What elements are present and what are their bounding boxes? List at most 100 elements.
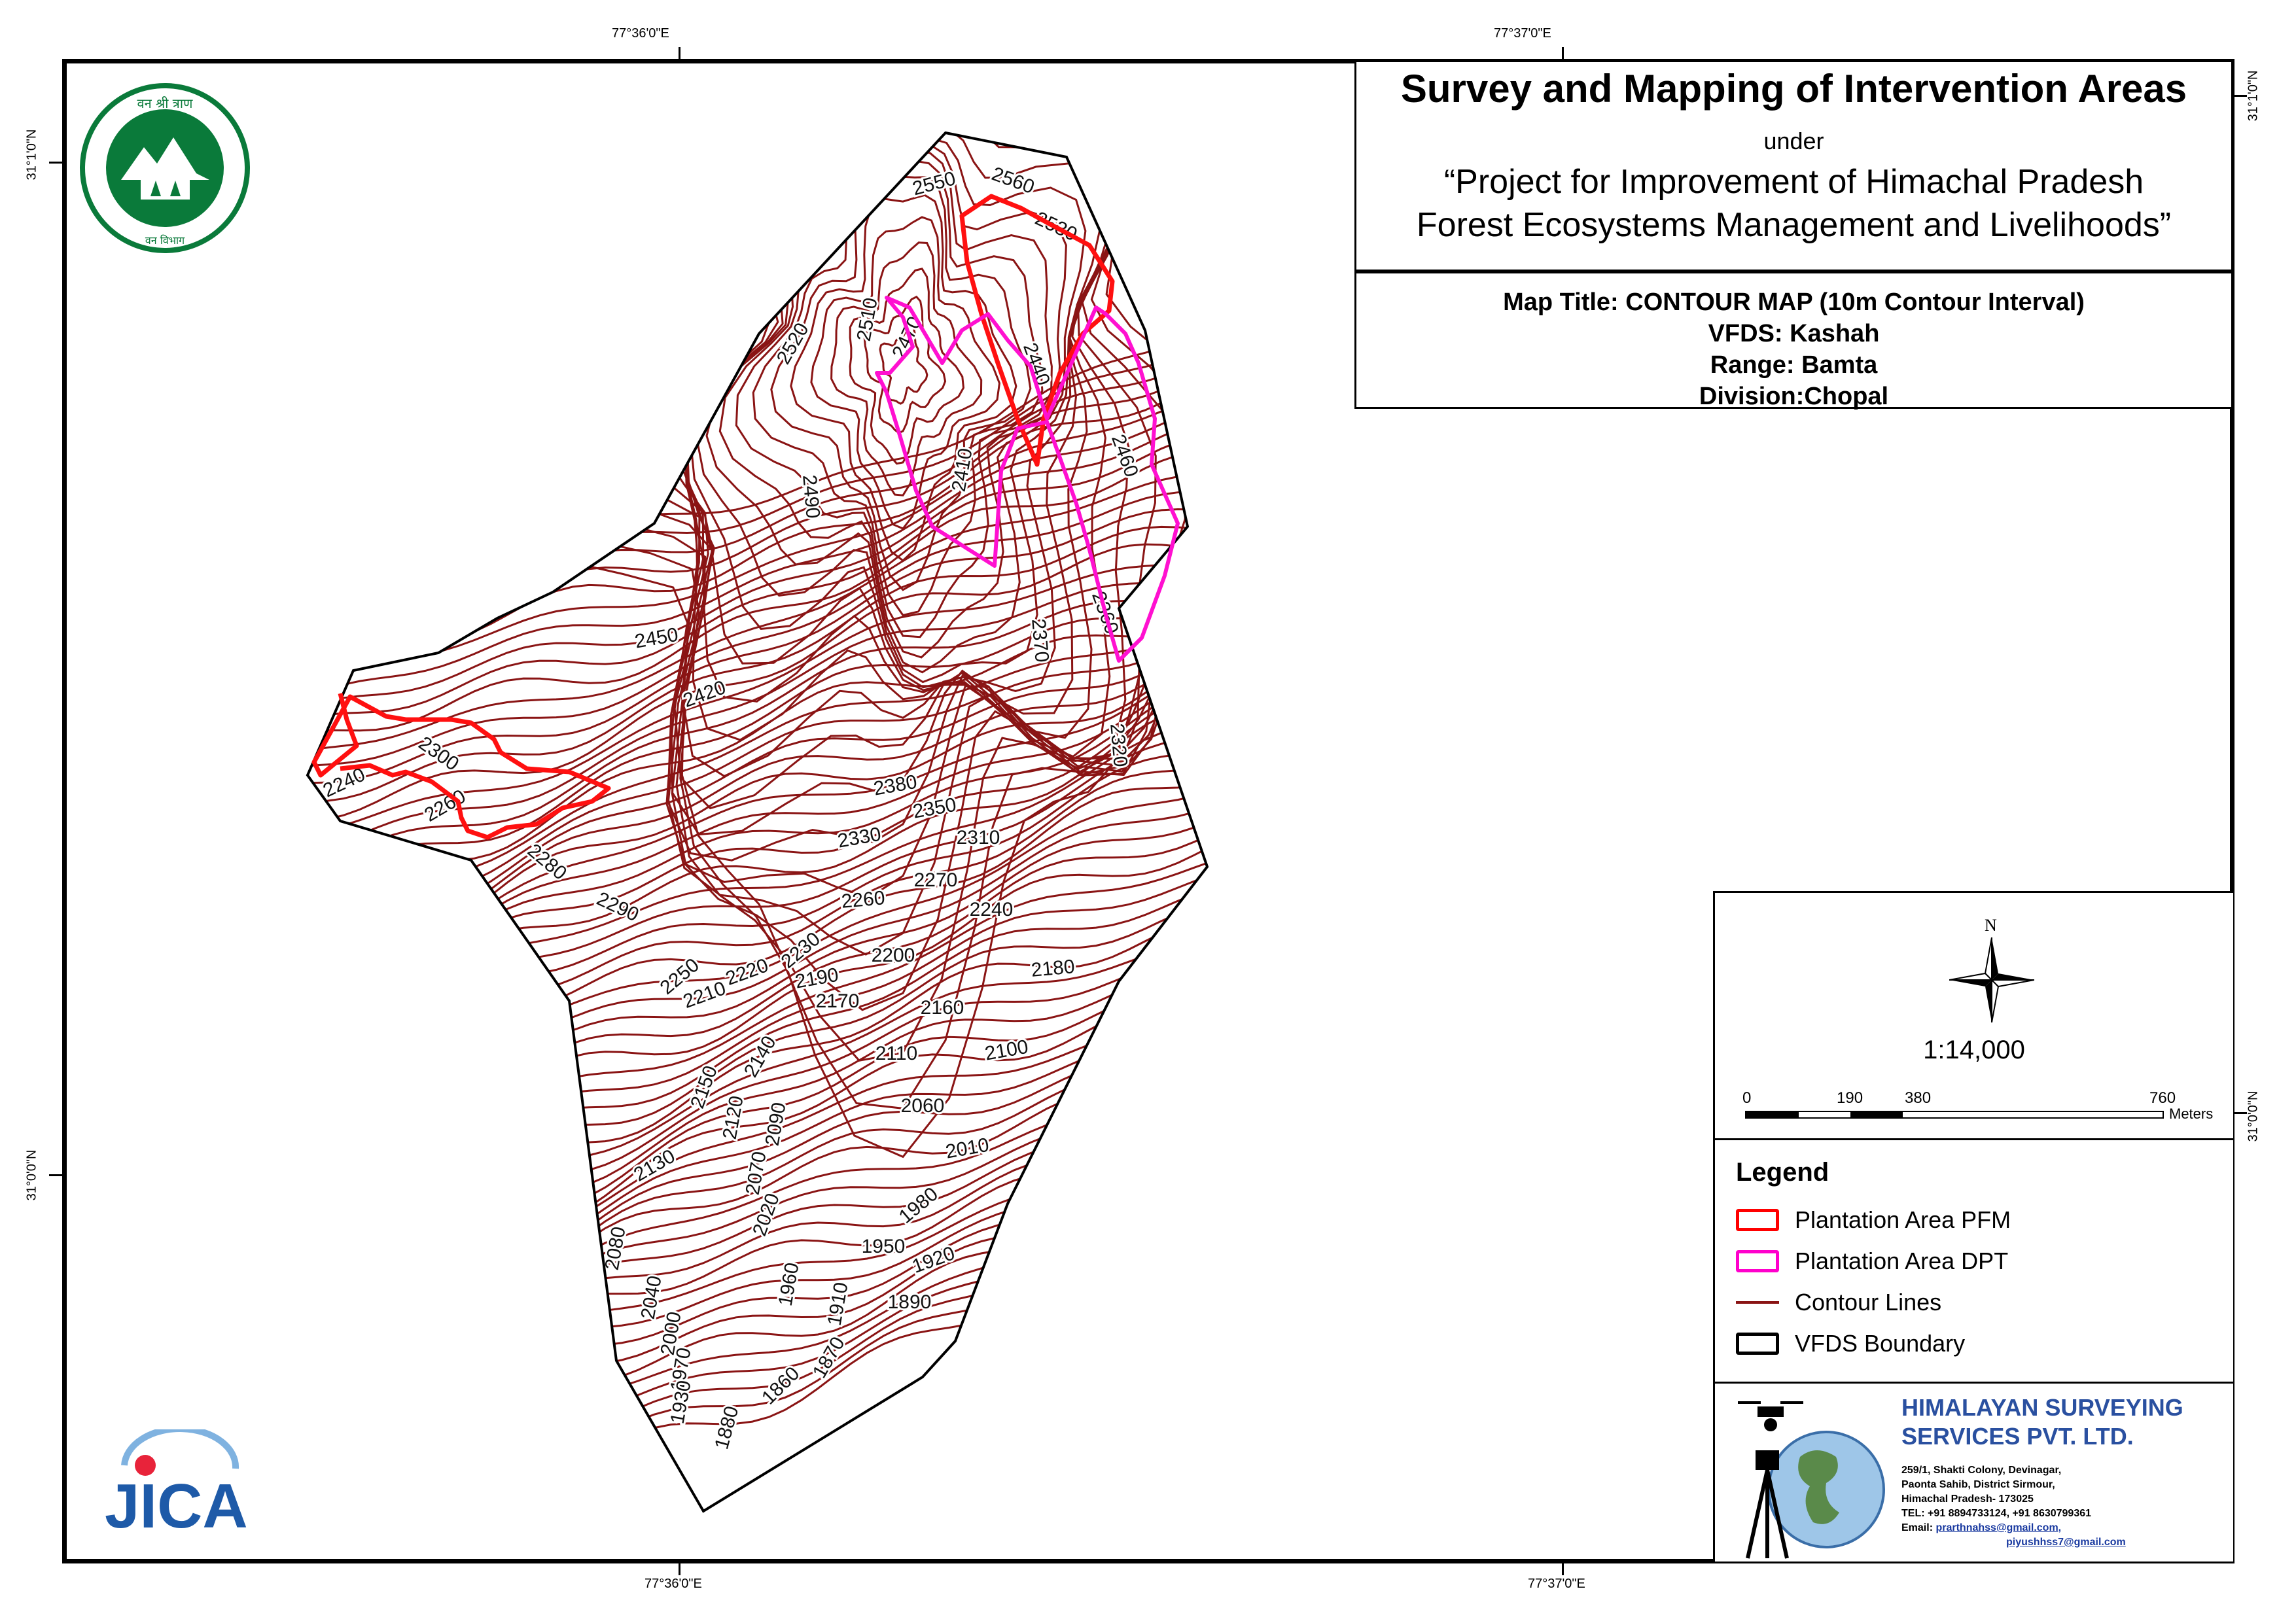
contour-line [308, 490, 1207, 775]
scale-unit: Meters [2169, 1106, 2214, 1122]
grid-tick [1562, 1561, 1564, 1575]
jica-logo-text: JICA [105, 1471, 248, 1541]
contour-line [830, 241, 983, 497]
legend-swatch-boundary [1736, 1333, 1779, 1355]
vfds-name: VFDS: Kashah [1708, 320, 1880, 347]
contour-label: 2060 [901, 1095, 945, 1117]
contour-label: 1890 [888, 1291, 932, 1313]
lon-label-top-right: 77°37'0"E [1494, 26, 1551, 41]
contour-line [308, 415, 1207, 735]
division-name: Division:Chopal [1699, 383, 1889, 410]
grid-tick [1562, 47, 1564, 61]
company-email-row: Email: prarthnahss@gmail.com, [1901, 1521, 2126, 1535]
contour-label: 1880 [711, 1404, 743, 1452]
contour-label: 2310 [957, 827, 1000, 848]
legend-label: Plantation Area PFM [1795, 1206, 2011, 1233]
legend-title: Legend [1736, 1158, 1829, 1187]
contour-label: 2110 [875, 1043, 918, 1064]
scale-tick-760: 760 [2149, 1089, 2176, 1107]
contour-line [810, 216, 1001, 530]
contour-line [308, 701, 1207, 1039]
contour-label: 2510 [853, 296, 882, 343]
map-info-block: Map Title: CONTOUR MAP (10m Contour Inte… [1354, 271, 2231, 410]
address-line: Himachal Pradesh- 173025 [1901, 1493, 2034, 1505]
contour-label: 2170 [816, 990, 860, 1012]
company-tel: TEL: +91 8894733124, +91 8630799361 [1901, 1508, 2092, 1519]
contour-line [770, 164, 1032, 591]
email-link-1[interactable]: prarthnahss@gmail.com, [1935, 1522, 2062, 1533]
north-label: N [1985, 916, 1997, 935]
contour-line [308, 619, 1207, 970]
map-title: Map Title: CONTOUR MAP (10m Contour Inte… [1503, 288, 2085, 316]
contour-label: 1910 [824, 1281, 853, 1327]
email-label: Email: [1901, 1522, 1934, 1533]
contour-label: 2350 [911, 794, 958, 823]
legend: Legend Plantation Area PFM Plantation Ar… [1715, 1138, 2233, 1384]
contour-label: 2490 [798, 474, 824, 519]
company-block: HIMALAYAN SURVEYING SERVICES PVT. LTD. 2… [1715, 1382, 2233, 1563]
grid-tick [49, 162, 63, 164]
legend-swatch-pfm [1736, 1209, 1779, 1231]
legend-label: VFDS Boundary [1795, 1330, 1966, 1357]
scale-tick-0: 0 [1742, 1089, 1752, 1107]
map-frame [62, 59, 2234, 1563]
contour-label: 2080 [601, 1225, 630, 1272]
plantation-dpt-polygon [875, 296, 1180, 663]
legend-item-boundary: VFDS Boundary [1736, 1327, 1965, 1360]
svg-text:वन श्री त्राण: वन श्री त्राण [137, 96, 193, 111]
contour-line [790, 194, 1017, 562]
contour-label: 2450 [633, 624, 680, 653]
contour-label: 2010 [944, 1134, 991, 1163]
address-line: 259/1, Shakti Colony, Devinagar, [1901, 1465, 2062, 1476]
contour-line [308, 1036, 1207, 1381]
legend-swatch-dpt [1736, 1250, 1779, 1272]
scale-tick-380: 380 [1905, 1089, 1932, 1107]
project-title: “Project for Improvement of Himachal Pra… [1356, 160, 2231, 247]
email-link-2[interactable]: piyushhss7@gmail.com [2006, 1537, 2126, 1548]
lon-label-bottom-right: 77°37'0"E [1528, 1577, 1585, 1591]
legend-swatch-contour [1736, 1301, 1779, 1304]
contour-line [308, 996, 1207, 1289]
scale-tick-190: 190 [1837, 1089, 1863, 1107]
contour-line [308, 1189, 1207, 1511]
contour-line [308, 585, 1207, 913]
address-line: Paonta Sahib, District Sirmour, [1901, 1479, 2055, 1490]
project-title-line2: Forest Ecosystems Management and Livelih… [1416, 206, 2172, 244]
contour-label: 2330 [836, 824, 883, 852]
contour-label: 2160 [921, 997, 964, 1019]
lon-label-top-left: 77°36'0"E [612, 26, 669, 41]
legend-label: Contour Lines [1795, 1289, 1942, 1316]
contour-line [308, 1058, 1207, 1424]
contour-line [879, 324, 928, 405]
drone-icon [1738, 1401, 1803, 1431]
contour-line [489, 133, 1207, 1109]
scale-ratio: 1:14,000 [1923, 1036, 2025, 1064]
contour-label: 2220 [723, 954, 771, 990]
contour-line [308, 1223, 1207, 1511]
contour-label: 2410 [948, 447, 977, 493]
grid-tick [2233, 1112, 2247, 1114]
contour-line [308, 1076, 1207, 1448]
contour-line [718, 133, 1067, 659]
legend-item-pfm: Plantation Area PFM [1736, 1204, 2011, 1236]
contour-line [308, 432, 1207, 742]
forest-department-logo: वन श्री त्राण वन विभाग [79, 82, 252, 255]
contour-label: 2260 [840, 887, 885, 913]
contour-line [308, 1093, 1207, 1456]
contour-label: 2180 [1030, 956, 1075, 981]
vfds-boundary [306, 131, 1209, 1513]
contour-label: 2370 [1027, 618, 1053, 663]
contour-label: 2200 [872, 945, 915, 966]
company-email-row-2: piyushhss7@gmail.com [1901, 1535, 2126, 1550]
contour-label: 2040 [637, 1274, 666, 1321]
contour-line [308, 450, 1207, 750]
contour-line [308, 570, 1207, 875]
grid-tick [49, 1174, 63, 1176]
contour-label: 1920 [910, 1242, 958, 1278]
plantation-pfm-polygon [959, 194, 1115, 467]
contour-label: 2290 [593, 888, 642, 926]
grid-tick [2233, 95, 2247, 97]
contour-line [735, 133, 1053, 638]
scale-block: N 1:14,000 0 190 380 760 Meters [1715, 893, 2233, 1140]
range-name: Range: Bamta [1710, 351, 1878, 379]
